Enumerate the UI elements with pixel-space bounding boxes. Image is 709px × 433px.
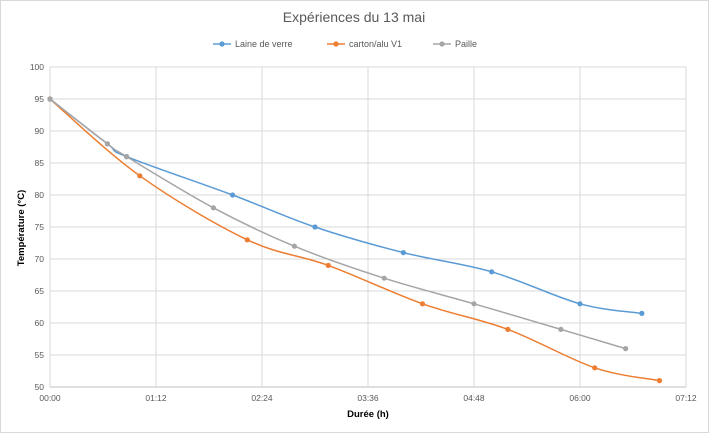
y-tick-label: 55 — [35, 350, 45, 360]
data-point — [558, 326, 564, 332]
y-tick-label: 85 — [35, 158, 45, 168]
x-tick-label: 01:12 — [145, 393, 167, 403]
series-2 — [47, 96, 629, 352]
data-point — [312, 224, 318, 230]
x-tick-label: 03:36 — [357, 393, 379, 403]
data-point — [104, 141, 111, 147]
grid — [49, 66, 687, 388]
legend-swatch-marker — [333, 41, 339, 47]
y-tick-labels: 50 55 60 65 70 75 80 85 90 95 100 — [30, 62, 44, 392]
series-line — [49, 98, 660, 382]
legend-swatch-marker — [439, 41, 445, 47]
data-point — [505, 326, 511, 332]
data-point — [291, 243, 297, 249]
legend-label: Laine de verre — [235, 39, 293, 49]
chart-title: Expériences du 13 mai — [283, 9, 425, 25]
x-tick-label: 06:00 — [569, 393, 591, 403]
y-tick-label: 80 — [35, 190, 45, 200]
legend: Laine de verre carton/alu V1 Paille — [213, 39, 477, 49]
data-point — [419, 301, 426, 307]
y-tick-label: 70 — [35, 254, 45, 264]
data-point — [325, 262, 331, 268]
x-tick-label: 02:24 — [251, 393, 273, 403]
y-tick-label: 50 — [35, 382, 45, 392]
data-point — [489, 269, 495, 275]
legend-label: carton/alu V1 — [349, 39, 402, 49]
y-tick-label: 95 — [35, 94, 45, 104]
x-tick-label: 00:00 — [39, 393, 61, 403]
legend-label: Paille — [455, 39, 477, 49]
x-axis-title: Durée (h) — [347, 409, 389, 420]
data-point — [137, 173, 143, 179]
x-tick-label: 07:12 — [675, 393, 697, 403]
data-point — [623, 346, 629, 352]
data-point — [639, 310, 645, 316]
data-point — [400, 250, 406, 256]
legend-swatch-marker — [219, 41, 225, 47]
data-point — [244, 237, 250, 243]
data-point — [123, 154, 130, 160]
legend-item: Laine de verre — [213, 39, 293, 49]
series-0 — [47, 96, 645, 316]
data-point — [656, 378, 663, 384]
data-point — [381, 275, 387, 281]
y-tick-label: 90 — [35, 126, 45, 136]
series-layer — [47, 96, 663, 384]
y-tick-label: 65 — [35, 286, 45, 296]
data-point — [471, 301, 477, 307]
legend-item: Paille — [433, 39, 477, 49]
legend-item: carton/alu V1 — [327, 39, 402, 49]
y-tick-label: 60 — [35, 318, 45, 328]
data-point — [47, 96, 53, 102]
x-tick-label: 04:48 — [463, 393, 485, 403]
data-point — [577, 301, 583, 307]
x-tick-labels: 00:00 01:12 02:24 03:36 04:48 06:00 07:12 — [39, 393, 697, 403]
series-line — [49, 98, 626, 350]
y-axis-title: Température (°C) — [16, 190, 27, 266]
y-tick-label: 75 — [35, 222, 45, 232]
data-point — [229, 192, 236, 198]
data-point — [210, 205, 217, 211]
data-point — [592, 365, 598, 371]
y-tick-label: 100 — [30, 62, 44, 72]
